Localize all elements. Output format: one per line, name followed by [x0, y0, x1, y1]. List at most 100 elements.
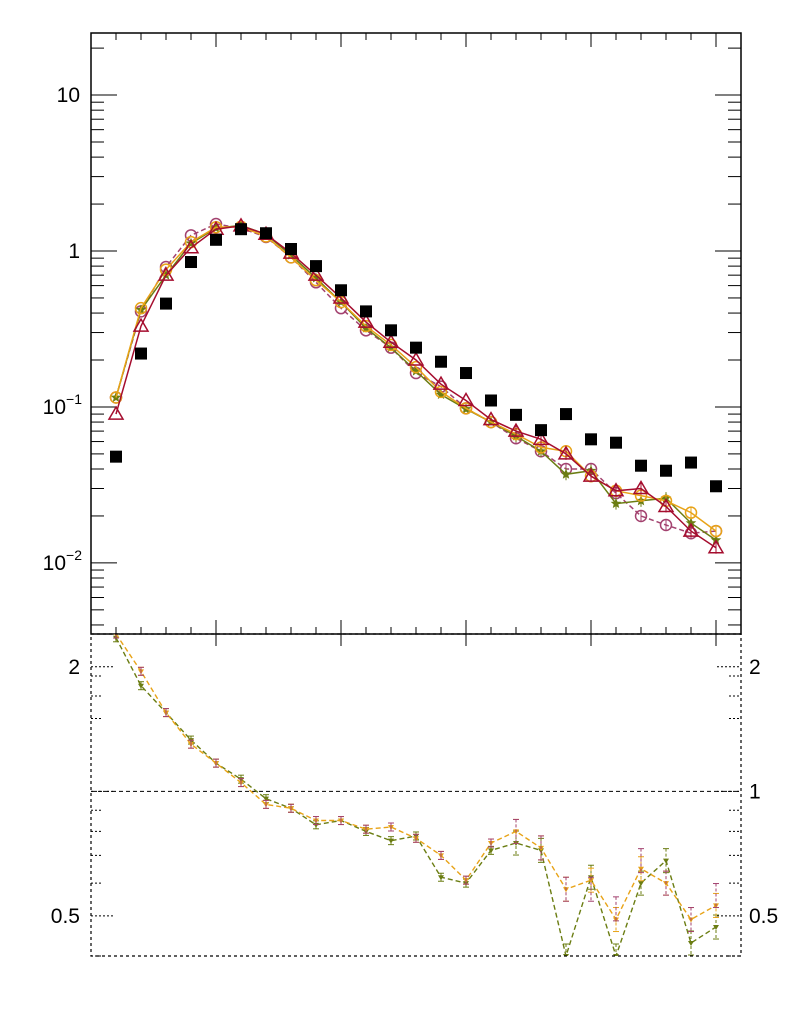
data-point-black-squares	[410, 341, 422, 354]
data-point-black-squares	[585, 433, 597, 446]
data-point-black-squares	[685, 456, 697, 469]
series-red-triangles	[107, 217, 725, 554]
ratio-series-olive-ratio	[113, 634, 719, 956]
data-point-orange-circles	[134, 301, 148, 315]
ratio-point-olive-ratio	[388, 838, 394, 844]
series-black-squares	[110, 223, 722, 493]
ratio-point-olive-ratio	[263, 796, 269, 802]
data-point-red-triangles	[482, 411, 500, 426]
upper-plot-frame	[90, 32, 742, 635]
data-point-red-triangles	[532, 430, 550, 446]
upper-y-tick-label: 10−2	[43, 547, 83, 575]
ratio-point-olive-ratio	[488, 848, 494, 854]
data-point-black-squares	[610, 436, 622, 449]
data-point-black-squares	[560, 408, 572, 421]
lower-y-tick-label-left: 0.5	[51, 905, 80, 928]
ratio-point-olive-ratio	[713, 925, 719, 931]
data-point-purple-circles	[634, 509, 648, 523]
lower-tick-labels: 2 0.5 2 1 0.5	[51, 656, 778, 928]
lower-series-layer	[113, 634, 719, 956]
data-point-red-triangles	[607, 482, 625, 497]
data-point-red-triangles	[332, 289, 350, 304]
data-point-red-triangles	[557, 445, 575, 460]
data-point-black-squares	[710, 480, 722, 493]
ratio-point-olive-ratio	[688, 941, 694, 947]
data-point-orange-circles	[409, 360, 423, 374]
ratio-series-orange-ratio	[113, 634, 719, 933]
ratio-point-olive-ratio	[638, 881, 644, 887]
data-point-red-triangles	[132, 317, 150, 332]
data-point-black-squares	[285, 243, 297, 256]
ratio-point-orange-ratio	[588, 878, 594, 884]
data-point-black-squares	[310, 260, 322, 273]
data-point-black-squares	[635, 459, 647, 472]
upper-series-layer	[107, 217, 725, 554]
lower-y-tick-label-right: 1	[749, 780, 761, 803]
data-point-red-triangles	[657, 497, 675, 513]
data-point-orange-circles	[334, 295, 348, 309]
lower-y-tick-label-left: 2	[68, 656, 80, 679]
data-point-olive-stars	[560, 468, 572, 479]
lower-panel: 2 0.5 2 1 0.5	[51, 633, 778, 957]
data-point-orange-circles	[709, 524, 723, 538]
data-point-black-squares	[210, 233, 222, 246]
upper-y-tick-label: 1	[68, 240, 80, 263]
data-point-red-triangles	[582, 467, 600, 482]
data-point-red-triangles	[682, 522, 700, 537]
data-point-black-squares	[485, 394, 497, 407]
data-point-purple-circles	[659, 518, 673, 532]
ratio-line-orange-ratio	[115, 634, 717, 921]
data-point-black-squares	[335, 284, 347, 297]
ratio-line-olive-ratio	[115, 637, 717, 956]
data-point-red-triangles	[107, 405, 125, 420]
data-point-red-triangles	[457, 392, 475, 407]
data-point-black-squares	[135, 347, 147, 360]
data-point-black-squares	[235, 223, 247, 236]
data-point-red-triangles	[157, 266, 175, 281]
series-olive-stars	[110, 219, 722, 547]
data-point-red-triangles	[307, 266, 325, 281]
ratio-point-olive-ratio	[438, 875, 444, 881]
data-point-black-squares	[435, 355, 447, 368]
data-point-red-triangles	[182, 239, 200, 254]
data-point-red-triangles	[432, 375, 450, 390]
data-point-black-squares	[260, 227, 272, 240]
data-point-olive-stars	[610, 498, 622, 509]
data-point-black-squares	[510, 408, 522, 421]
data-point-black-squares	[460, 367, 472, 380]
data-point-red-triangles	[507, 422, 525, 437]
data-point-black-squares	[160, 297, 172, 310]
lower-series-clip	[113, 634, 719, 956]
data-point-orange-circles	[109, 391, 123, 404]
series-purple-circles	[109, 217, 723, 540]
data-point-orange-circles	[434, 385, 448, 399]
data-point-red-triangles	[707, 539, 725, 554]
data-point-orange-circles	[459, 402, 473, 415]
data-point-black-squares	[185, 256, 197, 269]
data-point-black-squares	[535, 424, 547, 437]
data-point-black-squares	[110, 450, 122, 463]
upper-panel: 10 1 10−1 10−2	[43, 32, 742, 635]
series-line-red-triangles	[115, 225, 717, 549]
data-point-red-triangles	[382, 333, 400, 348]
ratio-series-purple-ratio	[113, 634, 719, 933]
data-point-black-squares	[660, 464, 672, 477]
ratio-point-orange-ratio	[613, 917, 619, 923]
upper-y-tick-label: 10−1	[43, 391, 83, 419]
data-point-red-triangles	[632, 480, 650, 495]
lower-y-tick-label-right: 0.5	[749, 905, 778, 928]
data-point-black-squares	[360, 305, 372, 318]
lower-ticks	[91, 634, 741, 957]
lower-y-tick-label-right: 2	[749, 656, 761, 679]
lower-plot-frame	[90, 633, 742, 957]
data-point-orange-circles	[684, 506, 698, 519]
ratio-point-olive-ratio	[138, 683, 144, 689]
data-point-black-squares	[385, 324, 397, 337]
ratio-point-olive-ratio	[663, 858, 669, 864]
upper-ticks	[91, 33, 741, 634]
upper-tick-labels: 10 1 10−1 10−2	[43, 84, 83, 575]
data-point-red-triangles	[407, 351, 425, 366]
data-point-red-triangles	[357, 313, 375, 328]
upper-y-tick-label: 10	[57, 84, 80, 107]
